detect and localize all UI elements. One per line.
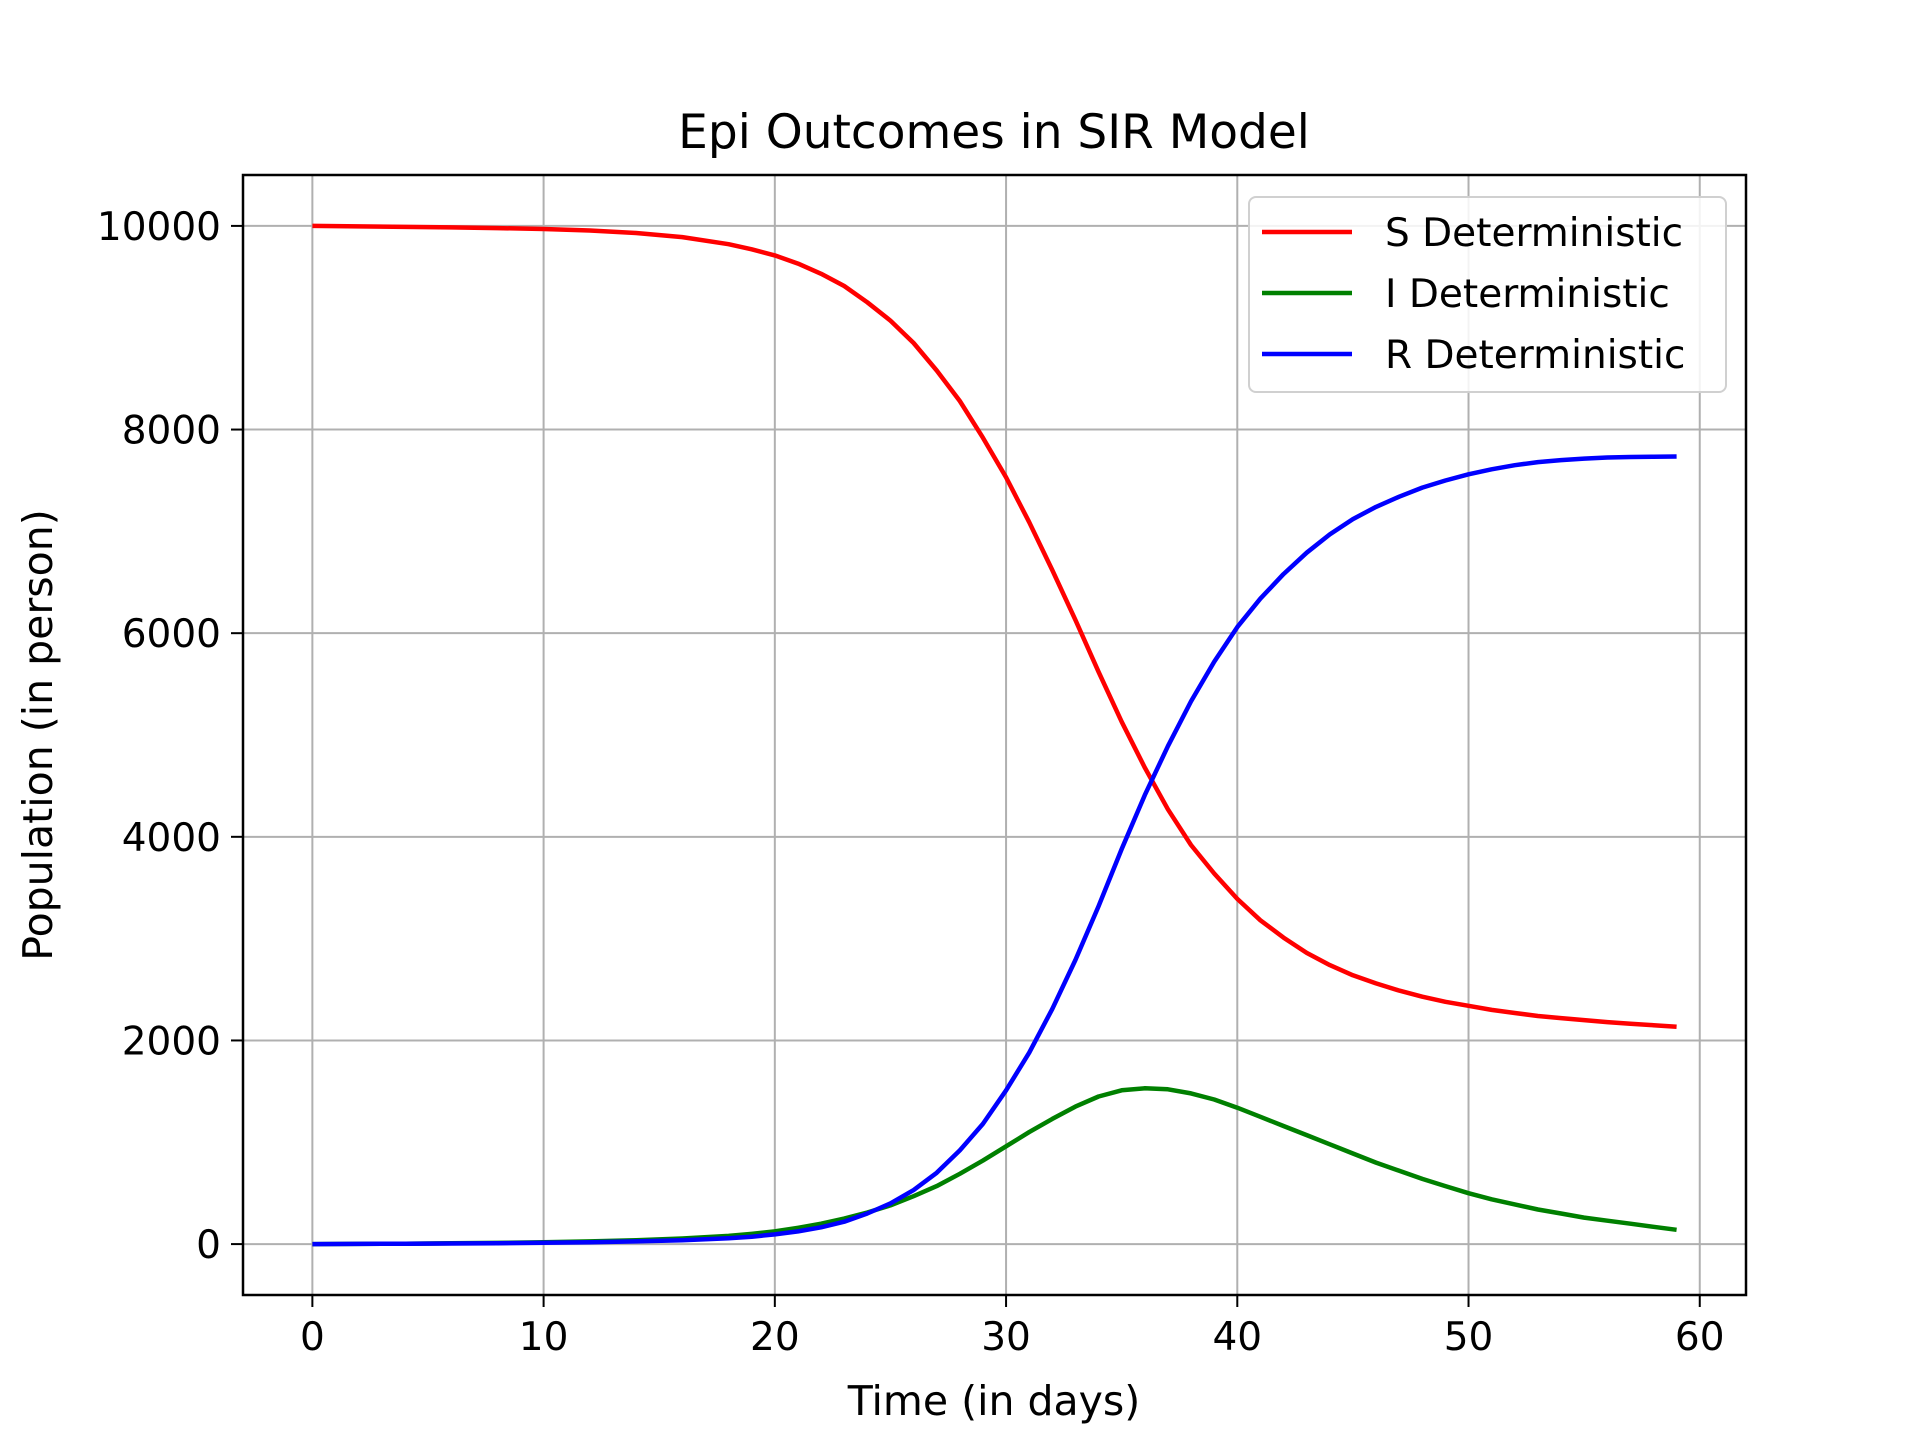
legend: S Deterministic I Deterministic R Determin… <box>1248 196 1727 393</box>
x-tick-label: 50 <box>1444 1315 1494 1360</box>
legend-label-i: I Deterministic <box>1385 272 1670 317</box>
legend-box <box>1248 196 1727 393</box>
y-tick-label: 4000 <box>122 816 221 861</box>
y-tick-label: 8000 <box>122 409 221 454</box>
y-tick-label: 6000 <box>122 612 221 657</box>
x-tick-label: 20 <box>750 1315 800 1360</box>
x-tick-label: 30 <box>981 1315 1031 1360</box>
y-tick-label: 10000 <box>97 205 221 250</box>
plot-frame <box>241 173 1748 1297</box>
y-tick-label: 2000 <box>122 1019 221 1064</box>
y-axis-label: Population (in person) <box>14 509 62 960</box>
legend-label-r: R Deterministic <box>1385 333 1685 378</box>
y-tick-label: 0 <box>196 1223 221 1268</box>
x-tick-label: 40 <box>1212 1315 1262 1360</box>
series-line-s <box>312 223 1677 1029</box>
chart-title: Epi Outcomes in SIR Model <box>678 105 1310 160</box>
series-line-r <box>312 454 1677 1247</box>
x-tick-label: 10 <box>519 1315 569 1360</box>
axis-ticks: 0 10 20 30 40 50 60 0 2000 4000 6000 8000 10000 <box>97 205 1725 1360</box>
legend-items: S Deterministic I Deterministic R Determin… <box>1262 211 1685 378</box>
x-tick-label: 60 <box>1675 1315 1725 1360</box>
series-lines <box>312 223 1677 1247</box>
legend-label-s: S Deterministic <box>1385 211 1683 256</box>
x-tick-label: 0 <box>300 1315 325 1360</box>
x-axis-label: Time (in days) <box>847 1377 1141 1425</box>
